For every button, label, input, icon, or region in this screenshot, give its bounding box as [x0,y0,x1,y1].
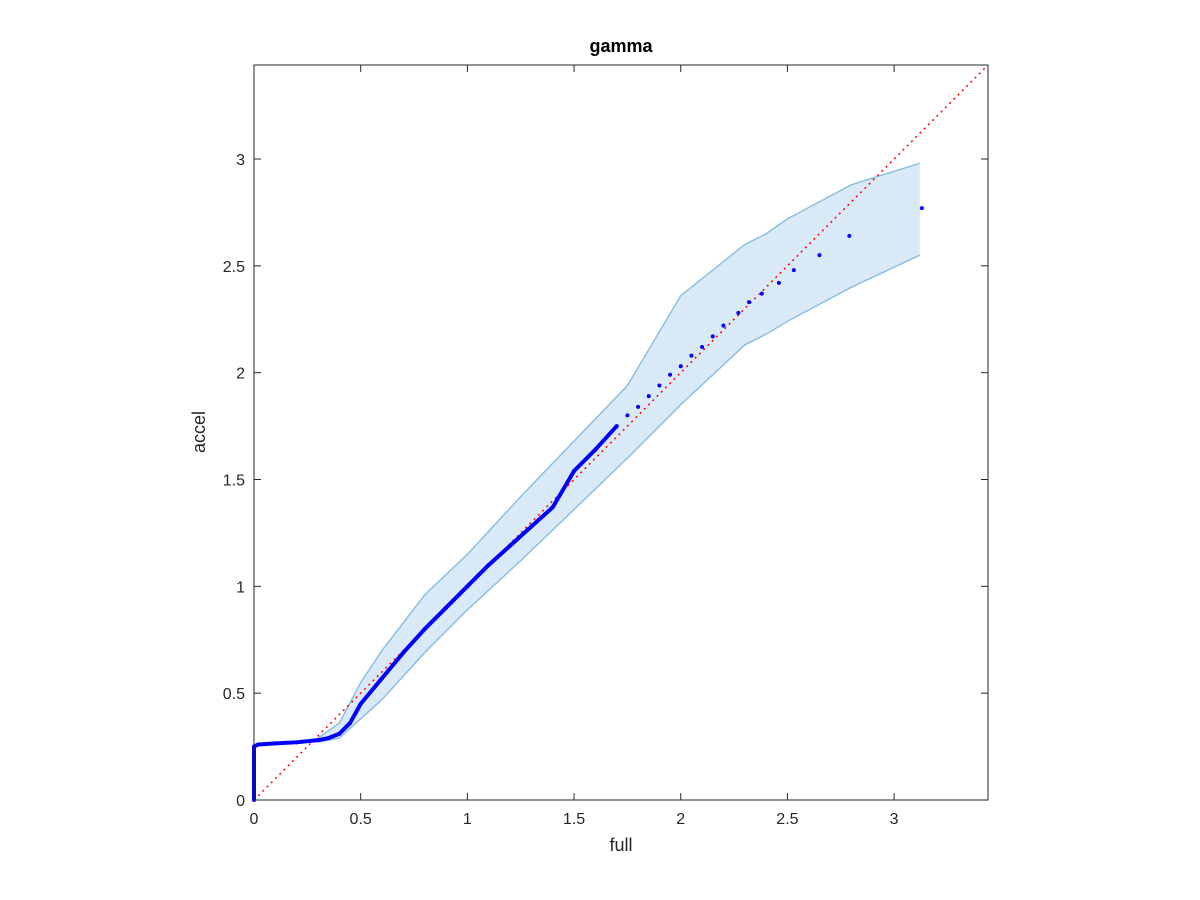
quantile-point [422,627,427,632]
quantile-point [776,280,781,285]
x-tick-label: 1.5 [563,811,585,828]
y-tick-label: 3 [236,152,245,169]
quantile-point [678,364,683,369]
axes-box [253,64,989,801]
quantile-point [736,310,741,315]
quantile-point [326,736,331,741]
quantile-point [401,650,406,655]
quantile-point [294,740,299,745]
quantile-point [508,543,513,548]
quantile-point [529,524,534,529]
quantile-point [646,394,651,399]
band-upper-edge [317,162,920,739]
quantile-point [380,676,385,681]
quantile-point [444,605,449,610]
quantile-point [550,505,555,510]
quantile-point [486,562,491,567]
y-tick-label: 0 [236,793,245,810]
band-lower-edge [317,254,921,744]
quantile-point [625,413,630,418]
quantile-point [689,353,694,358]
quantile-point [348,721,353,726]
reference-line [253,64,989,801]
y-tick-label: 2 [236,366,245,383]
quantile-point [657,383,662,388]
quantile-point [593,447,598,452]
y-axis-label: accel [189,411,209,453]
confidence-band [318,163,920,743]
quantile-point [759,291,764,296]
x-tick-label: 2 [676,811,685,828]
y-tick-label: 1 [236,579,245,596]
quantile-point [710,334,715,339]
quantile-point [636,404,641,409]
x-tick-label: 0.5 [350,811,372,828]
quantile-point [747,300,752,305]
x-tick-label: 2.5 [776,811,798,828]
y-tick-label: 1.5 [223,473,245,490]
x-tick-label: 1 [463,811,472,828]
quantile-point [668,372,673,377]
chart-title: gamma [589,36,653,56]
x-tick-label: 0 [250,811,259,828]
quantile-point [791,268,796,273]
quantile-point [614,424,619,429]
quantile-point [817,253,822,258]
y-tick-label: 0.5 [223,686,245,703]
x-axis-label: full [609,835,632,855]
quantile-point [358,701,363,706]
x-tick-label: 3 [890,811,899,828]
quantile-point [256,742,261,747]
quantile-point [700,345,705,350]
quantile-point [465,584,470,589]
quantile-point [273,741,278,746]
quantile-point [316,738,321,743]
y-tick-label: 2.5 [223,259,245,276]
quantile-point [847,233,852,238]
quantile-point [919,206,924,211]
quantile-point [721,323,726,328]
quantile-point [337,731,342,736]
quantile-point [572,468,577,473]
